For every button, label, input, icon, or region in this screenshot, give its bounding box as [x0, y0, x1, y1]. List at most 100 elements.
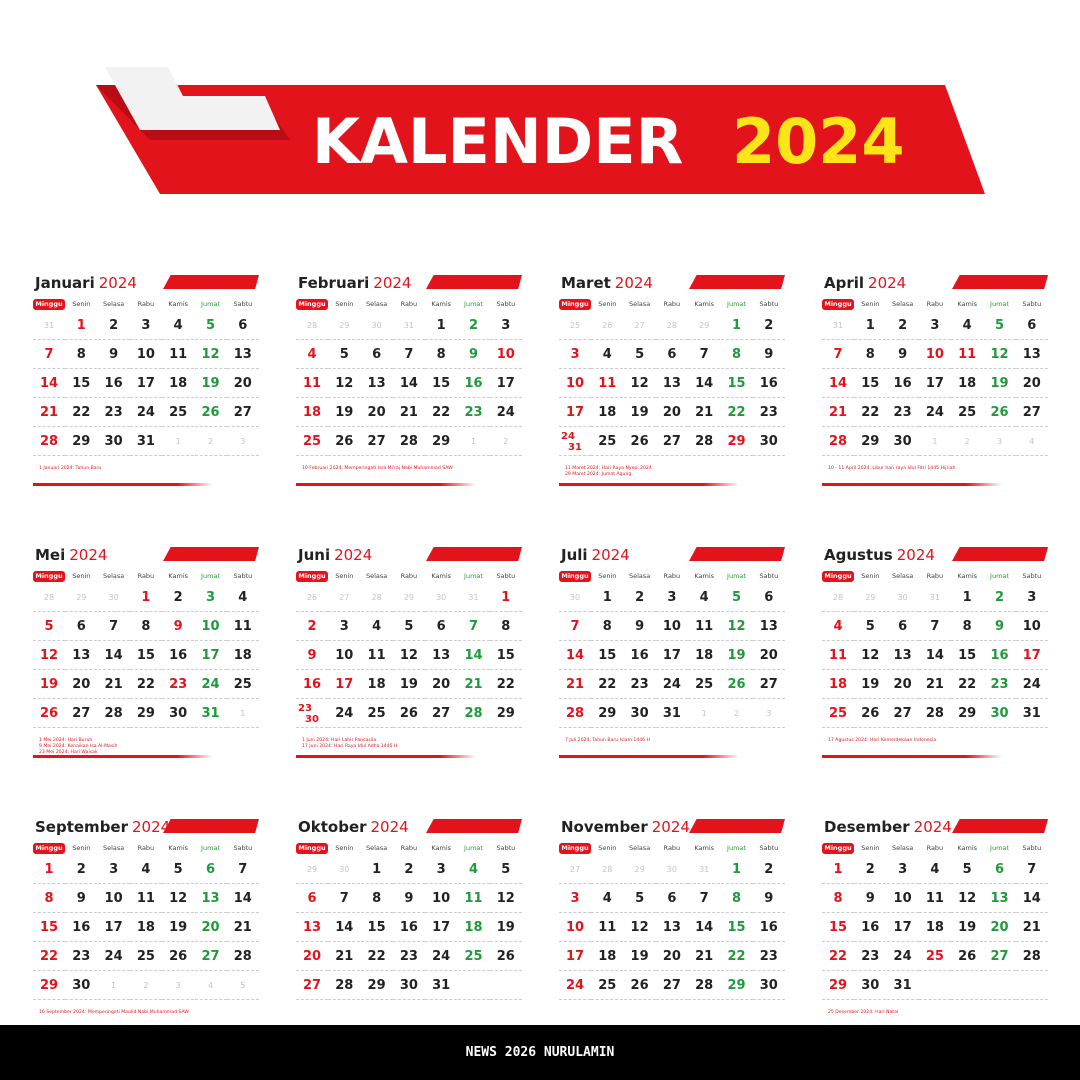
- weekday: Sabtu: [496, 572, 516, 580]
- day-cell: 30: [752, 973, 785, 1000]
- day-cell: 27: [752, 672, 785, 699]
- month: Oktober 2024 Minggu Senin Selasa Rabu Kamis Jum…: [296, 814, 522, 1034]
- day-cell: 7: [97, 614, 130, 641]
- day-cell: 12: [623, 371, 656, 398]
- day-cell: 3: [226, 429, 259, 456]
- day-cell: 17: [559, 944, 591, 971]
- day-cell: 19: [392, 672, 425, 699]
- day-cell: 21: [1015, 915, 1048, 942]
- month: Januari 2024 Minggu Senin Selasa Rabu Kamis Jum…: [33, 270, 259, 490]
- day-cell: 24: [425, 944, 458, 971]
- day-cell: 2: [983, 585, 1016, 612]
- day-cell: 25: [360, 701, 393, 728]
- weekday: Minggu: [33, 299, 65, 310]
- weekday: Kamis: [431, 844, 452, 852]
- month-year: 2024: [373, 274, 412, 292]
- month-year: 2024: [334, 546, 373, 564]
- weekday: Rabu: [137, 844, 155, 852]
- month-name: Januari: [35, 274, 95, 292]
- holiday-note: 10 Februari 2024: Memperingati Isra Mi'r…: [302, 466, 453, 471]
- day-cell: 21: [918, 672, 951, 699]
- day-cell: 25: [918, 944, 951, 971]
- day-cell: 26: [328, 429, 361, 456]
- day-cell: 14: [1015, 886, 1048, 913]
- weekday: Senin: [72, 300, 91, 308]
- ribbon: [163, 275, 259, 289]
- day-cell: 17: [918, 371, 951, 398]
- day-cell: 18: [360, 672, 393, 699]
- day-cell: 14: [33, 371, 65, 398]
- weekday: Kamis: [957, 844, 978, 852]
- day-cell: 23: [752, 944, 785, 971]
- month-name: Agustus: [824, 546, 893, 564]
- day-cell: 17: [655, 643, 688, 670]
- day-cell: 14: [457, 643, 490, 670]
- day-number: 24: [561, 431, 575, 442]
- day-cell: 19: [328, 400, 361, 427]
- day-cell: 27: [655, 429, 688, 456]
- day-cell: 28: [822, 429, 854, 456]
- day-cell: 10: [886, 886, 919, 913]
- day-cell: 27: [1015, 400, 1048, 427]
- day-cell: 29: [591, 701, 624, 728]
- day-cell: 11: [457, 886, 490, 913]
- day-cell: 15: [360, 915, 393, 942]
- day-cell: 24 31: [559, 429, 591, 456]
- day-cell: 28: [655, 313, 688, 340]
- banner-stripe: [105, 67, 280, 130]
- day-cell: [983, 973, 1016, 1000]
- day-cell: 31: [392, 313, 425, 340]
- day-cell: 15: [720, 371, 753, 398]
- weekday: Selasa: [102, 844, 125, 852]
- day-cell: 29: [623, 857, 656, 884]
- weekday: Rabu: [663, 572, 681, 580]
- day-cell: 12: [194, 342, 227, 369]
- day-cell: 3: [886, 857, 919, 884]
- day-cell: 28: [918, 701, 951, 728]
- day-cell: 24: [129, 400, 162, 427]
- day-cell: 13: [655, 371, 688, 398]
- day-cell: 15: [951, 643, 984, 670]
- day-cell: 24: [886, 944, 919, 971]
- day-cell: 5: [623, 886, 656, 913]
- day-cell: 27: [226, 400, 259, 427]
- day-cell: 31: [822, 313, 854, 340]
- day-cell: 7: [559, 614, 591, 641]
- month: Februari 2024 Minggu Senin Selasa Rabu Kamis Ju…: [296, 270, 522, 490]
- weekday: Sabtu: [496, 300, 516, 308]
- day-cell: 29: [951, 701, 984, 728]
- weekday: Selasa: [102, 300, 125, 308]
- day-cell: 12: [951, 886, 984, 913]
- weekday: Senin: [598, 572, 617, 580]
- ribbon: [952, 275, 1048, 289]
- day-cell: 19: [33, 672, 65, 699]
- day-cell: 9: [623, 614, 656, 641]
- day-cell: 4: [591, 342, 624, 369]
- day-cell: 29: [688, 313, 721, 340]
- accent-bar: [559, 755, 739, 758]
- weekday: Jumat: [727, 300, 746, 308]
- weekday: Sabtu: [759, 844, 779, 852]
- month: Agustus 2024 Minggu Senin Selasa Rabu Kamis Jum…: [822, 542, 1048, 762]
- day-cell: 18: [457, 915, 490, 942]
- day-cell: 8: [33, 886, 65, 913]
- day-cell: 6: [194, 857, 227, 884]
- weekday: Selasa: [891, 844, 914, 852]
- holiday-note: 25 Desember 2024: Hari Natal: [828, 1010, 899, 1015]
- day-cell: 12: [720, 614, 753, 641]
- day-cell: 2: [97, 313, 130, 340]
- weekday: Senin: [598, 844, 617, 852]
- month-year: 2024: [614, 274, 653, 292]
- day-cell: 21: [457, 672, 490, 699]
- day-cell: 5: [162, 857, 195, 884]
- day-cell: 5: [226, 973, 259, 1000]
- day-cell: 1: [822, 857, 854, 884]
- weekday: Senin: [72, 572, 91, 580]
- day-cell: 7: [918, 614, 951, 641]
- weekday: Jumat: [990, 572, 1009, 580]
- day-cell: 11: [226, 614, 259, 641]
- day-cell: 31: [194, 701, 227, 728]
- holiday-note: 1 Mei 2024: Hari Buruh: [39, 738, 93, 743]
- day-cell: 5: [983, 313, 1016, 340]
- day-cell: 28: [688, 973, 721, 1000]
